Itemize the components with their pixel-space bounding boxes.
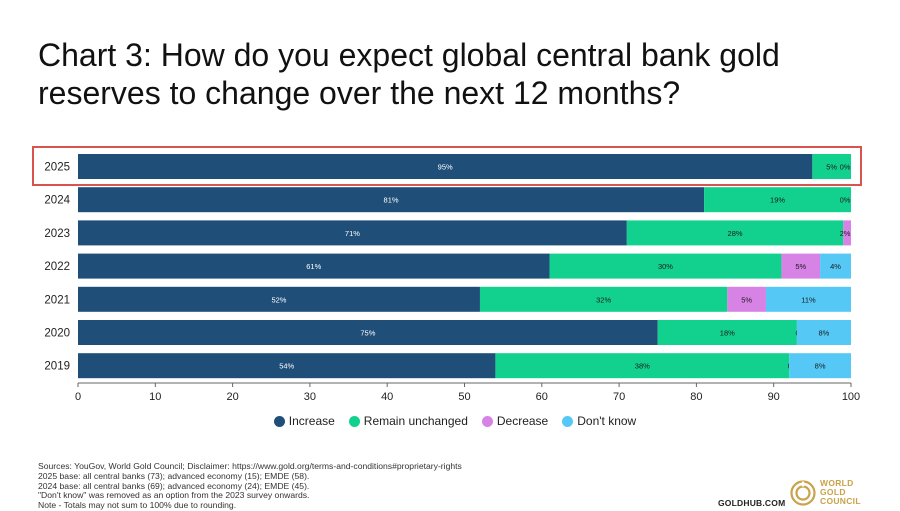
x-tick-label-40: 40 [381, 391, 393, 403]
footer-line-dont-know-note: "Don't know" was removed as an option fr… [38, 490, 310, 501]
chart-footer-notes: Sources: YouGov, World Gold Council; Dis… [38, 461, 598, 511]
chart-legend: Increase Remain unchanged Decrease Don't kn… [0, 414, 900, 428]
data-label-remain-unchanged-2021: 32% [596, 295, 611, 304]
legend-item-decrease: Decrease [481, 414, 549, 428]
wgc-word-1: WORLD [820, 478, 854, 488]
x-tick-label-100: 100 [842, 391, 860, 403]
data-label-decrease-2023: 2% [840, 229, 851, 238]
data-label-remain-unchanged-2023: 28% [728, 229, 743, 238]
data-label-remain-unchanged-2025: 5% [826, 163, 837, 172]
wgc-word-2: GOLD [820, 487, 846, 497]
highlight-box-2025 [32, 146, 862, 186]
wgc-word-3: COUNCIL [820, 496, 861, 506]
bar-remain-unchanged-2020 [657, 320, 797, 345]
bar-increase-2020 [78, 320, 658, 345]
category-label-2023: 2023 [44, 228, 70, 240]
x-tick-label-30: 30 [304, 391, 316, 403]
data-label-decrease-2024: 0% [840, 196, 851, 205]
bar-increase-2021 [78, 286, 480, 312]
x-tick-label-20: 20 [226, 391, 238, 403]
data-label-increase-2019: 54% [279, 362, 294, 371]
bar-don-t-know-2020 [796, 320, 851, 345]
bar-remain-unchanged-2019 [495, 353, 790, 379]
legend-label: Increase [288, 414, 335, 428]
x-tick-label-50: 50 [458, 391, 470, 403]
chart-title: Chart 3: How do you expect global centra… [38, 37, 780, 111]
bar-don-t-know-2021 [765, 286, 851, 312]
legend-swatch-icon [273, 415, 285, 427]
world-gold-council-logo: WORLD GOLD COUNCIL [790, 479, 861, 506]
legend-item-increase: Increase [273, 414, 335, 428]
x-tick-label-10: 10 [149, 391, 161, 403]
data-label-remain-unchanged-2020: 18% [720, 329, 735, 338]
data-label-increase-2024: 81% [384, 196, 399, 205]
data-label-decrease-2025: 0% [840, 163, 851, 172]
data-label-increase-2025: 95% [438, 163, 453, 172]
data-label-remain-unchanged-2024: 19% [770, 196, 785, 205]
bar-decrease-2022 [781, 253, 821, 279]
data-label-don-t-know-2019: 8% [815, 362, 826, 371]
bar-increase-2022 [78, 253, 550, 279]
bar-don-t-know-2022 [820, 253, 851, 279]
data-label-remain-unchanged-2022: 30% [658, 262, 673, 271]
bar-decrease-2021 [727, 286, 766, 312]
wgc-emblem-icon [790, 479, 816, 506]
category-label-2019: 2019 [44, 361, 70, 373]
data-label-decrease-2021: 5% [741, 295, 752, 304]
footer-line-2024-base: 2024 base: all central banks (69); advan… [38, 480, 310, 491]
x-tick-label-90: 90 [768, 391, 780, 403]
legend-swatch-icon [481, 415, 493, 427]
footer-line-2025-base: 2025 base: all central banks (73); advan… [38, 470, 310, 481]
bar-decrease-2023 [843, 220, 851, 246]
legend-label: Remain unchanged [363, 414, 468, 428]
data-label-increase-2021: 52% [271, 295, 286, 304]
legend-label: Don't know [577, 414, 637, 428]
bar-increase-2025 [78, 154, 813, 179]
category-label-2021: 2021 [44, 294, 70, 306]
data-label-increase-2022: 61% [306, 262, 321, 271]
x-tick-label-80: 80 [690, 391, 702, 403]
legend-swatch-icon [348, 415, 360, 427]
category-label-2022: 2022 [44, 261, 70, 273]
category-label-2025: 2025 [44, 162, 70, 174]
data-label-don-t-know-2022: 4% [830, 262, 841, 271]
legend-swatch-icon [562, 415, 574, 427]
bar-remain-unchanged-2024 [704, 187, 851, 213]
bar-don-t-know-2019 [789, 353, 851, 379]
data-label-decrease-2022: 5% [795, 262, 806, 271]
category-label-2020: 2020 [44, 328, 70, 340]
data-label-remain-unchanged-2019: 38% [635, 362, 650, 371]
x-tick-label-0: 0 [75, 391, 81, 403]
footer-line-rounding-note: Note - Totals may not sum to 100% due to… [38, 500, 237, 511]
bar-increase-2019 [78, 353, 496, 379]
data-label-increase-2020: 75% [360, 329, 375, 338]
bar-remain-unchanged-2025 [812, 154, 851, 179]
data-label-don-t-know-2020: 8% [819, 329, 830, 338]
legend-label: Decrease [496, 414, 549, 428]
x-tick-label-60: 60 [536, 391, 548, 403]
data-label-don-t-know-2021: 11% [801, 295, 816, 304]
category-label-2024: 2024 [44, 195, 70, 207]
bar-remain-unchanged-2022 [549, 253, 782, 279]
legend-item-remain-unchanged: Remain unchanged [348, 414, 468, 428]
bar-remain-unchanged-2021 [479, 286, 728, 312]
x-tick-label-70: 70 [613, 391, 625, 403]
goldhub-link[interactable]: GOLDHUB.COM [718, 498, 786, 508]
bar-increase-2023 [78, 220, 627, 246]
data-label-increase-2023: 71% [345, 229, 360, 238]
bar-increase-2024 [78, 187, 705, 213]
bar-remain-unchanged-2023 [626, 220, 844, 246]
footer-line-sources: Sources: YouGov, World Gold Council; Dis… [38, 461, 462, 471]
legend-item-don-t-know: Don't know [562, 414, 636, 428]
